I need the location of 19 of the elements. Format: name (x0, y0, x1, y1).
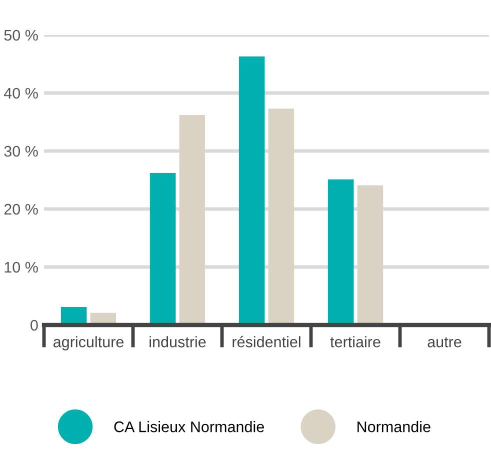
bar (179, 115, 206, 325)
bar (268, 108, 294, 325)
y-tick-label: 0 (30, 320, 38, 331)
y-tick-label: 20 % (4, 204, 38, 215)
legend-label: CA Lisieux Normandie (114, 421, 264, 432)
x-tick-label: industrie (150, 336, 206, 348)
bar (328, 179, 354, 325)
bar (150, 173, 176, 325)
x-tick-label: résidentiel (232, 336, 300, 348)
x-tick-label: autre (428, 337, 462, 348)
bar (238, 56, 265, 325)
y-tick-label: 50 % (4, 30, 38, 41)
x-tick-label: tertiaire (330, 336, 380, 348)
bar (357, 185, 384, 325)
legend-label: Normandie (358, 421, 430, 432)
y-tick-label: 40 % (4, 88, 38, 99)
y-tick-label: 30 % (4, 146, 38, 157)
y-tick-label: 10 % (4, 262, 38, 273)
x-tick-label: agriculture (53, 336, 124, 350)
